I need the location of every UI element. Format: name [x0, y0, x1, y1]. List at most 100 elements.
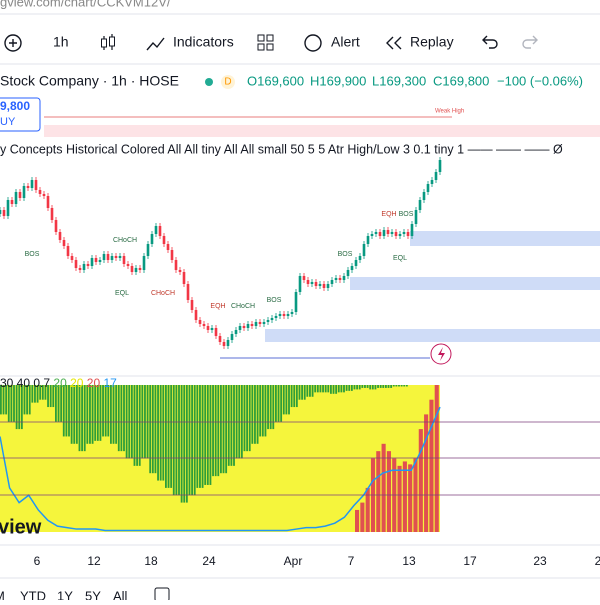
osc-bar: [212, 385, 214, 477]
osc-bar: [387, 385, 390, 388]
candle: [254, 322, 258, 326]
side: UY: [0, 116, 16, 128]
osc-bar: [206, 385, 209, 485]
candle: [38, 190, 42, 194]
candle: [66, 246, 70, 256]
candle: [210, 328, 214, 330]
indicator-settings: y Concepts Historical Colored All All ti…: [0, 142, 563, 156]
osc-bar: [188, 385, 191, 496]
osc-bar: [277, 385, 280, 422]
redo[interactable]: [522, 35, 538, 49]
candle: [50, 208, 54, 220]
osc-bar: [358, 385, 361, 390]
layout-icon[interactable]: [257, 34, 274, 51]
osc-bar: [201, 385, 204, 488]
osc-bar: [165, 385, 167, 488]
osc-bar: [364, 385, 366, 388]
range-button[interactable]: 5Y: [85, 588, 101, 603]
osc-bar: [366, 385, 369, 388]
candle: [250, 324, 254, 326]
status-dot: [205, 78, 213, 86]
replay-icon: [386, 36, 402, 50]
osc-bar: [327, 385, 330, 393]
osc-bar: [2, 385, 5, 415]
osc-bar: [322, 385, 324, 393]
osc-bar: [365, 487, 370, 532]
osc-bar: [65, 385, 68, 437]
candle: [270, 318, 274, 320]
osc-bar: [172, 385, 175, 496]
candle: [266, 320, 270, 322]
undo[interactable]: [482, 35, 498, 49]
osc-bar: [434, 385, 439, 532]
candle: [214, 328, 218, 336]
osc-bar: [107, 385, 110, 437]
candle: [98, 260, 102, 262]
badge: D: [224, 77, 231, 88]
candle: [118, 256, 122, 258]
range-button[interactable]: 1Y: [57, 588, 73, 603]
alert-button[interactable]: Alert: [331, 34, 360, 50]
osc-bar: [220, 385, 222, 474]
candle: [150, 234, 154, 244]
osc-bar: [303, 385, 306, 400]
osc-bar: [227, 385, 230, 466]
candle: [338, 278, 342, 280]
osc-bar: [259, 385, 262, 437]
osc-bar: [78, 385, 81, 452]
candle: [334, 278, 338, 280]
candle: [274, 316, 278, 318]
candle: [278, 314, 282, 316]
range-button[interactable]: M: [0, 588, 5, 603]
low: L169,300: [372, 73, 426, 88]
osc-bar: [183, 385, 186, 503]
osc-legend-item: 20: [87, 376, 101, 390]
range-button[interactable]: YTD: [20, 588, 46, 603]
candle: [110, 256, 114, 260]
candle: [374, 232, 378, 234]
osc-bar: [348, 385, 351, 391]
osc-bar: [185, 385, 188, 503]
osc-bar: [57, 385, 60, 422]
high: H169,900: [310, 73, 366, 88]
add-icon[interactable]: [4, 34, 22, 52]
candle: [2, 210, 6, 216]
candle: [402, 232, 406, 234]
candle: [198, 320, 202, 324]
price: 9,800: [0, 99, 30, 113]
candle: [102, 254, 106, 260]
osc-bar: [44, 385, 47, 400]
x-axis: 6 12 18 24 Apr 7 13 17 23 2: [34, 554, 600, 568]
indicators-button[interactable]: Indicators: [173, 34, 234, 50]
replay-button[interactable]: Replay: [410, 34, 454, 50]
change: −100 (−0.06%): [497, 73, 583, 88]
osc-bar: [356, 385, 359, 390]
demand-zone: [410, 231, 600, 246]
osc-bar: [398, 385, 400, 387]
candle: [410, 224, 414, 236]
osc-bar: [222, 385, 225, 474]
candle: [246, 324, 250, 328]
osc-bar: [230, 385, 233, 466]
weak-high: Weak High: [435, 109, 464, 115]
indicators-icon: [146, 37, 165, 51]
interval[interactable]: 1h: [53, 34, 69, 50]
osc-bar: [361, 385, 364, 388]
candle: [314, 282, 318, 286]
osc-bar: [269, 385, 272, 430]
osc-bar: [15, 385, 18, 430]
osc-bar: [28, 385, 31, 415]
osc-bar: [86, 385, 89, 444]
osc-bar: [264, 385, 267, 437]
calendar-icon[interactable]: [154, 587, 170, 602]
candle: [326, 284, 330, 288]
candle: [0, 210, 2, 214]
price-box[interactable]: [0, 97, 41, 132]
candle: [394, 232, 398, 236]
toolbar: 1h Indicators Alert Replay: [4, 34, 538, 52]
x-tick-label: 7: [348, 554, 355, 568]
candle: [406, 232, 410, 236]
range-button[interactable]: All: [113, 588, 128, 603]
osc-bar: [254, 385, 256, 444]
osc-bar: [397, 465, 402, 532]
